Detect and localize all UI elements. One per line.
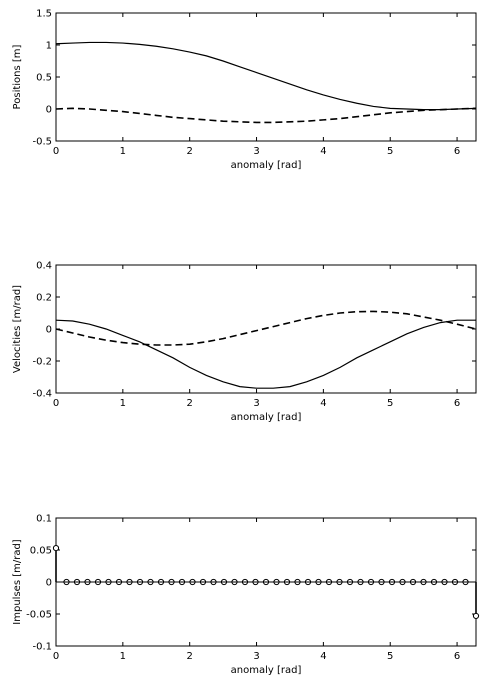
y-tick-label: 0.4 (36, 261, 52, 272)
x-tick-label: 1 (120, 146, 126, 157)
series-line-1 (55, 41, 477, 111)
x-tick-label: 5 (387, 398, 393, 409)
y-tick-label: 1 (46, 41, 52, 52)
x-tick-label: 6 (454, 398, 460, 409)
x-tick-label: 2 (187, 651, 193, 662)
x-tick-label: 6 (454, 651, 460, 662)
x-tick-label: 0 (53, 398, 59, 409)
x-tick-label: 1 (120, 651, 126, 662)
series-line-1 (55, 319, 476, 389)
y-tick-label: 0.1 (36, 514, 52, 525)
x-tick-label: 4 (320, 146, 326, 157)
x-tick-label: 6 (454, 146, 460, 157)
x-tick-label: 5 (387, 146, 393, 157)
stem-marker-1 (52, 544, 60, 552)
y-tick-label: -0.4 (32, 389, 52, 400)
panel-2: 0 1 2 3 4 5 6 -0.4 -0.2 0 0.2 0.4 anomaly [rad] Veloc… (12, 261, 477, 423)
y-tick-label: 0 (46, 105, 52, 116)
y-tick-label: 1.5 (36, 9, 52, 20)
x-tick-label: 2 (187, 398, 193, 409)
y-tick-label: -0.2 (32, 357, 52, 368)
x-tick-label: 4 (320, 651, 326, 662)
x-tick-label: 4 (320, 398, 326, 409)
stem-marker-2 (472, 612, 480, 620)
x-tick-label: 0 (53, 146, 59, 157)
x-tick-label: 5 (387, 651, 393, 662)
x-axis-label: anomaly [rad] (231, 160, 302, 171)
x-axis-label: anomaly [rad] (231, 412, 302, 423)
y-tick-label: 0.05 (30, 546, 52, 557)
x-tick-label: 3 (253, 398, 259, 409)
y-tick-label: -0.05 (26, 610, 52, 621)
x-tick-label: 0 (53, 651, 59, 662)
y-axis-label: Velocities [m/rad] (12, 285, 23, 373)
y-tick-label: -0.5 (32, 137, 52, 148)
y-axis-label: Positions [m] (12, 44, 23, 109)
y-axis-label: Impulses [m/rad] (12, 539, 23, 625)
x-tick-label: 3 (253, 651, 259, 662)
y-tick-label: 0 (46, 578, 52, 589)
y-tick-label: 0.5 (36, 73, 52, 84)
x-axis-label: anomaly [rad] (231, 665, 302, 676)
series-line-2 (55, 310, 477, 346)
y-tick-label: -0.1 (32, 642, 52, 653)
y-tick-label: 0 (46, 325, 52, 336)
y-tick-label: 0.2 (36, 293, 52, 304)
x-tick-label: 1 (120, 398, 126, 409)
series-line-2 (55, 107, 477, 124)
x-tick-label: 2 (187, 146, 193, 157)
panel-3: 0 1 2 3 4 5 6 -0.1 -0.05 0 0.05 0.1 anomaly [rad] Imp… (12, 514, 480, 676)
x-tick-label: 3 (253, 146, 259, 157)
